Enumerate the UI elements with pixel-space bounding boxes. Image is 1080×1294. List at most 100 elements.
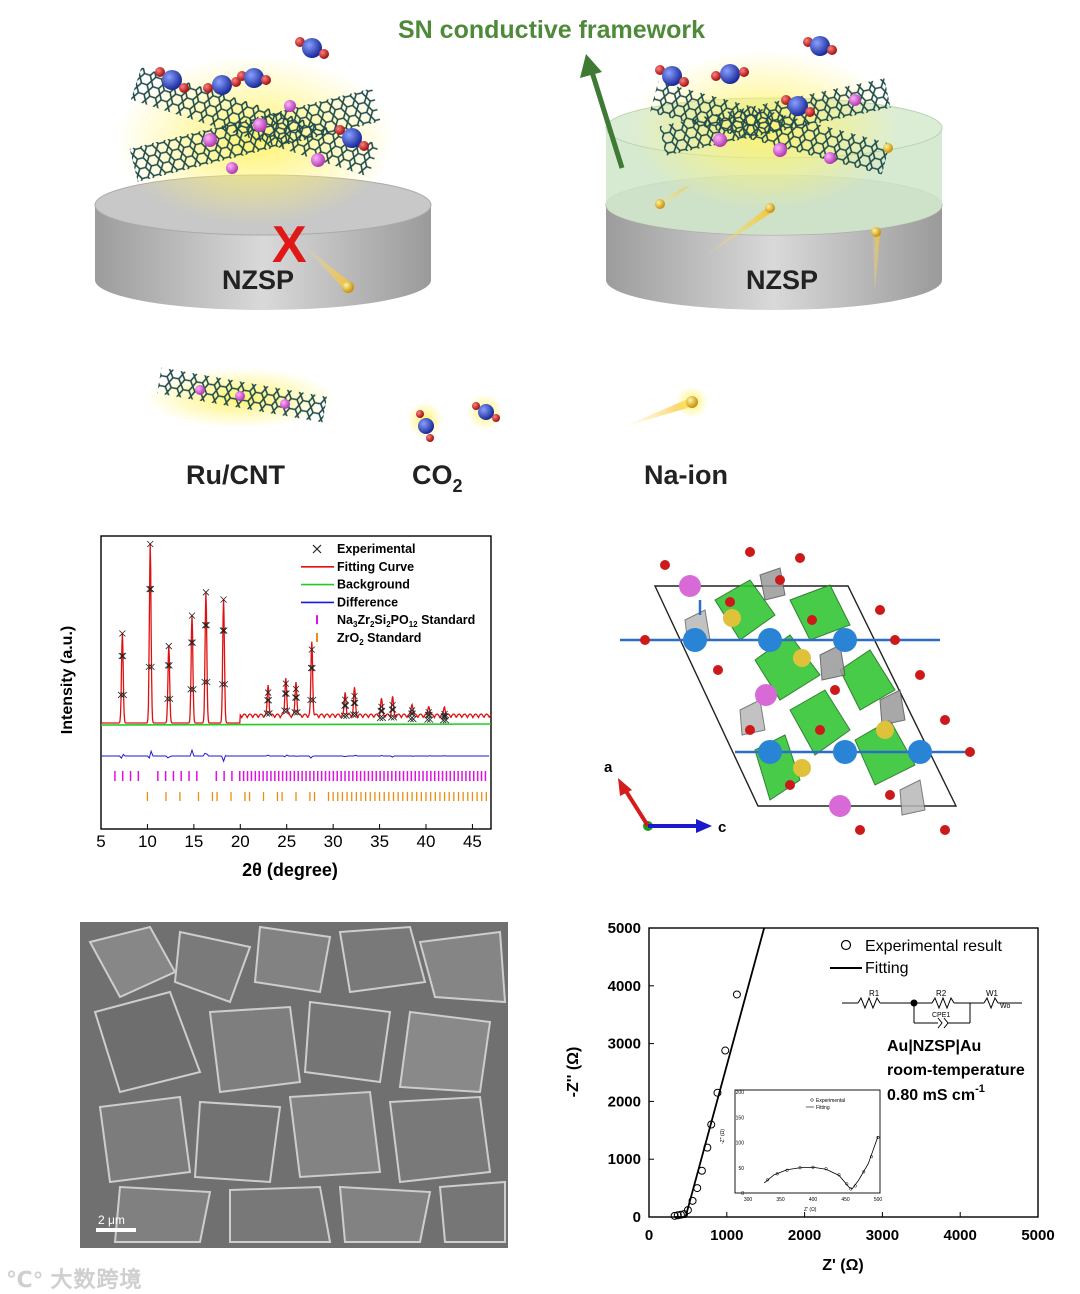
xrd-x-tick-label: 15 [184, 832, 203, 851]
xrd-experimental-point [407, 715, 415, 723]
xrd-experimental-point [377, 707, 385, 715]
xrd-experimental-point [203, 621, 210, 629]
xrd-x-tick-label: 40 [417, 832, 436, 851]
inset-fitting-line [763, 1136, 879, 1190]
xrd-experimental-point [265, 696, 273, 704]
eis-chart: 0 1000 2000 3000 4000 50000100020003000400050… [565, 920, 1055, 1274]
eis-experimental-point [670, 1211, 679, 1220]
xrd-x-tick-label: 25 [277, 832, 296, 851]
xrd-series [100, 540, 492, 801]
xrd-experimental-point [148, 663, 155, 671]
legend-ru-cnt-icon [145, 367, 335, 428]
xrd-x-tick-label: 35 [370, 832, 389, 851]
eis-x-tick-label: 1000 [710, 1227, 743, 1244]
circuit-cpe: CPE1 [932, 1012, 950, 1019]
eis-inset-ticks: 300 350 400 450 500 0 50 100 150 200 [736, 1090, 883, 1203]
xrd-x-axis-label: 2θ (degree) [242, 860, 338, 880]
eis-axis-ticks: 0 1000 2000 3000 4000 50000100020003000400050… [608, 920, 1055, 1244]
xrd-experimental-point [351, 692, 358, 700]
inset-y-tick-label: 100 [736, 1141, 745, 1147]
xrd-legend-label: Na3Zr2Si2PO12 Standard [337, 613, 475, 629]
inset-x-tick-label: 300 [744, 1197, 753, 1203]
eis-x-axis-label: Z' (Ω) [822, 1257, 864, 1274]
eis-y-tick-label: 4000 [608, 978, 641, 995]
xrd-experimental-point [201, 621, 209, 629]
inset-y-label: -Z'' (Ω) [720, 1129, 726, 1144]
na2-atoms [723, 609, 894, 777]
circuit-w1: W1 [986, 989, 999, 998]
inset-experimental-point [765, 1178, 770, 1182]
xrd-experimental-point [118, 652, 125, 660]
xrd-experimental-point [221, 680, 229, 688]
xrd-experimental-point [264, 696, 271, 704]
xrd-experimental-point [220, 596, 227, 603]
xrd-experimental-point [441, 710, 448, 718]
xrd-x-tick-label: 10 [138, 832, 157, 851]
xrd-experimental-point [283, 707, 291, 714]
na1-atoms [679, 575, 851, 817]
axis-a-label: a [604, 759, 613, 776]
xrd-experimental-point [201, 678, 208, 686]
xrd-experimental-point [376, 714, 384, 722]
xrd-experimental-point [379, 714, 387, 722]
equivalent-circuit [842, 996, 1022, 1029]
inset-y-tick-label: 0 [741, 1191, 744, 1197]
eis-legend-circle-icon [840, 939, 852, 951]
xrd-experimental-point [378, 707, 386, 715]
xrd-experimental-point [308, 646, 316, 653]
xrd-experimental-point [188, 639, 195, 646]
inset-x-tick-label: 450 [841, 1197, 850, 1203]
sem-scale-label: 2 μm [98, 1213, 125, 1227]
framework-arrow [580, 54, 625, 169]
xrd-experimental-point [202, 589, 210, 596]
xrd-experimental-point [309, 696, 317, 704]
xrd-experimental-point [440, 713, 448, 720]
inset-experimental-point [837, 1173, 841, 1177]
xrd-experimental-point [342, 702, 350, 709]
xrd-experimental-point [266, 710, 273, 717]
ru-particles [203, 94, 861, 174]
inset-experimental-point [798, 1166, 802, 1170]
inset-x-label: Z' (Ω) [804, 1207, 817, 1213]
xrd-experimental-point [292, 694, 299, 701]
xrd-experimental-point [166, 695, 174, 703]
zr-atoms [683, 628, 932, 764]
sem-image: 2 μm [80, 922, 508, 1248]
xrd-experimental-point [281, 707, 288, 714]
eis-x-tick-label: 2000 [788, 1227, 821, 1244]
right-nzsp-label: NZSP [746, 265, 818, 295]
legend-ru-cnt-label: Ru/CNT [186, 460, 285, 490]
eis-inset-series [763, 1098, 880, 1191]
blocked-x-mark: X [272, 216, 307, 274]
eis-legend-fitting: Fitting [865, 960, 909, 977]
xrd-difference [101, 748, 490, 763]
xrd-experimental-point [410, 715, 417, 723]
inset-y-tick-label: 150 [736, 1115, 745, 1121]
eis-experimental-point [683, 1206, 692, 1215]
xrd-experimental-point [164, 662, 172, 669]
eis-y-tick-label: 5000 [608, 920, 641, 937]
xrd-legend-label: ZrO2 Standard [337, 631, 421, 647]
eis-x-tick-label: 0 [645, 1227, 653, 1244]
xrd-x-tick-label: 45 [463, 832, 482, 851]
eis-series [670, 927, 766, 1220]
inset-legend-experimental: Experimental [816, 1098, 845, 1104]
xrd-experimental-point [117, 691, 125, 699]
eis-y-tick-label: 1000 [608, 1151, 641, 1168]
eis-inset: 300 350 400 450 500 0 50 100 150 200 Experimental… [720, 1089, 883, 1213]
eis-experimental-point [676, 1210, 685, 1219]
inset-x-tick-label: 400 [809, 1197, 818, 1203]
xrd-experimental-point [146, 585, 153, 593]
inset-x-tick-label: 500 [874, 1197, 883, 1203]
inset-experimental-point [876, 1135, 880, 1139]
xrd-experimental-point [146, 540, 154, 548]
xrd-experimental-point [352, 711, 360, 718]
inset-experimental-point [849, 1187, 853, 1191]
xrd-legend-label: Background [337, 578, 410, 592]
xrd-experimental-point [343, 712, 350, 719]
xrd-x-ticks: 5 10 15 20 25 30 35 40 45 [96, 824, 482, 851]
inset-legend-fitting: Fitting [816, 1105, 830, 1111]
xrd-experimental-point [220, 627, 228, 634]
xrd-experimental-point [282, 680, 290, 687]
xrd-experimental-point [378, 703, 385, 711]
